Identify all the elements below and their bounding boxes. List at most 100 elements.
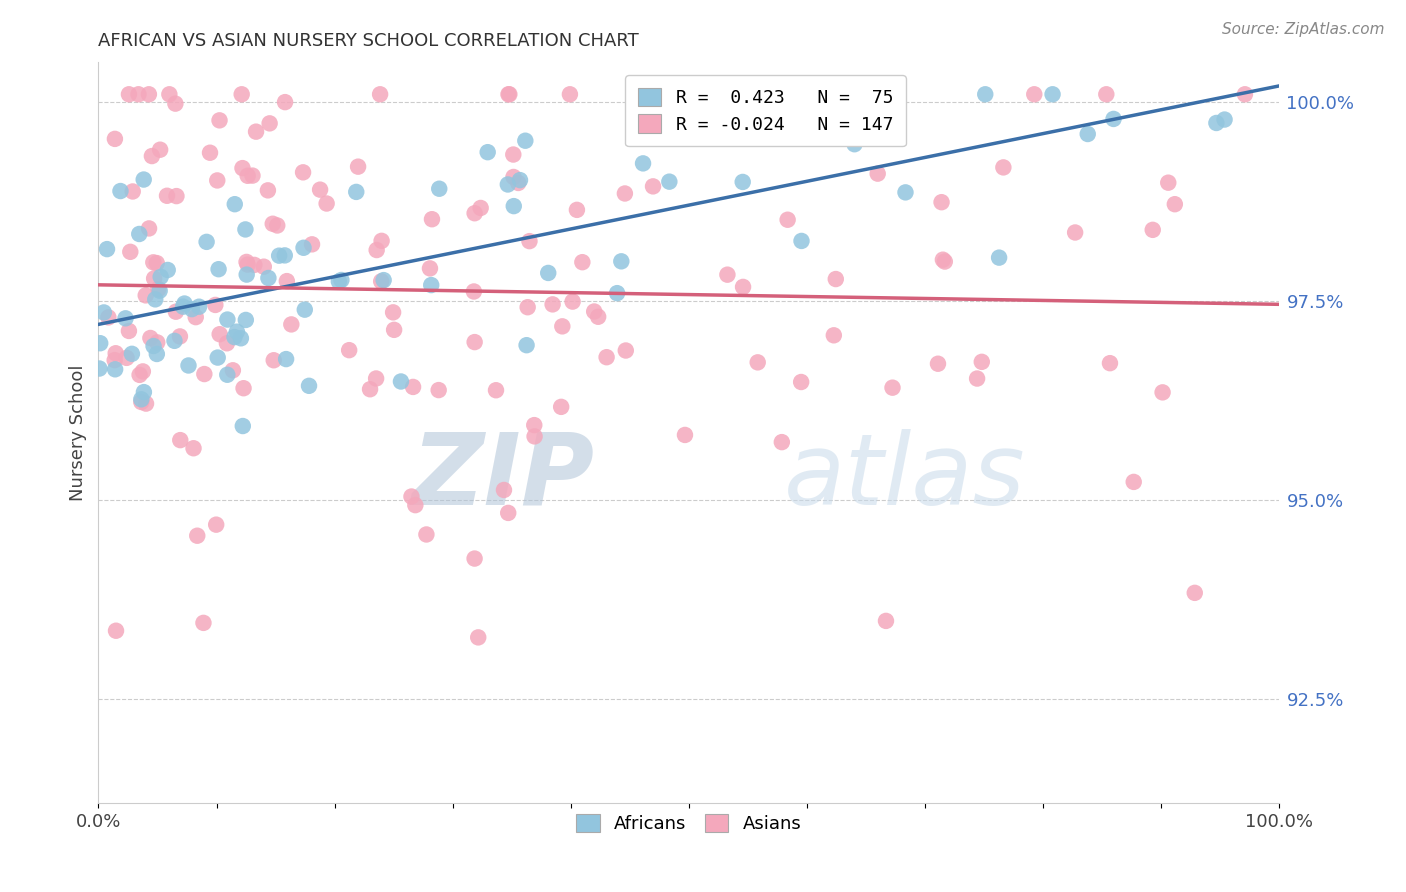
Point: [146, 347, 169, 361]
Point: [631, 156, 654, 170]
Point: [824, 272, 846, 286]
Point: [301, 237, 323, 252]
Point: [516, 300, 538, 314]
Point: [184, 310, 207, 325]
Point: [370, 234, 392, 248]
Point: [294, 302, 316, 317]
Point: [558, 87, 581, 102]
Text: atlas: atlas: [783, 428, 1025, 525]
Point: [498, 87, 520, 102]
Point: [242, 169, 264, 183]
Text: ZIP: ZIP: [412, 428, 595, 525]
Point: [966, 371, 988, 385]
Point: [169, 433, 191, 447]
Point: [110, 184, 132, 198]
Point: [415, 527, 437, 541]
Point: [366, 371, 388, 385]
Point: [118, 87, 141, 102]
Point: [502, 147, 524, 161]
Point: [205, 517, 228, 532]
Point: [496, 506, 519, 520]
Point: [217, 368, 239, 382]
Point: [149, 269, 172, 284]
Point: [224, 197, 246, 211]
Point: [165, 96, 187, 111]
Point: [1042, 87, 1064, 102]
Point: [1164, 197, 1187, 211]
Point: [595, 350, 617, 364]
Point: [96, 242, 118, 256]
Point: [146, 335, 169, 350]
Point: [104, 353, 127, 368]
Point: [467, 631, 489, 645]
Point: [276, 274, 298, 288]
Point: [236, 258, 259, 272]
Point: [561, 294, 583, 309]
Point: [337, 343, 360, 358]
Point: [169, 329, 191, 343]
Point: [253, 260, 276, 274]
Point: [235, 268, 257, 282]
Point: [231, 87, 253, 102]
Point: [427, 182, 450, 196]
Point: [235, 222, 257, 236]
Point: [215, 336, 238, 351]
Point: [844, 137, 866, 152]
Point: [894, 186, 917, 200]
Point: [790, 375, 813, 389]
Point: [269, 249, 291, 263]
Point: [143, 271, 166, 285]
Point: [658, 175, 681, 189]
Point: [292, 165, 315, 179]
Point: [404, 498, 426, 512]
Point: [1184, 586, 1206, 600]
Point: [280, 318, 302, 332]
Point: [128, 368, 150, 382]
Point: [139, 331, 162, 345]
Point: [485, 383, 508, 397]
Point: [1213, 112, 1236, 127]
Point: [97, 310, 120, 325]
Point: [389, 375, 412, 389]
Point: [464, 335, 486, 350]
Point: [127, 87, 149, 102]
Point: [571, 255, 593, 269]
Point: [401, 490, 423, 504]
Point: [315, 196, 337, 211]
Point: [225, 325, 247, 339]
Point: [523, 429, 546, 443]
Point: [477, 145, 499, 160]
Point: [770, 435, 793, 450]
Point: [263, 353, 285, 368]
Point: [89, 361, 111, 376]
Point: [180, 302, 202, 317]
Point: [207, 351, 229, 365]
Point: [747, 355, 769, 369]
Point: [508, 176, 530, 190]
Point: [204, 298, 226, 312]
Point: [427, 383, 450, 397]
Point: [373, 273, 395, 287]
Point: [145, 256, 167, 270]
Point: [235, 313, 257, 327]
Point: [186, 529, 208, 543]
Point: [866, 167, 889, 181]
Point: [105, 624, 128, 638]
Point: [368, 87, 391, 102]
Point: [149, 284, 172, 298]
Point: [699, 87, 721, 102]
Point: [141, 149, 163, 163]
Point: [224, 330, 246, 344]
Point: [974, 87, 997, 102]
Point: [496, 178, 519, 192]
Point: [1024, 87, 1046, 102]
Point: [309, 183, 332, 197]
Point: [519, 234, 541, 248]
Point: [606, 286, 628, 301]
Point: [135, 396, 157, 410]
Point: [382, 305, 405, 319]
Point: [257, 183, 280, 197]
Point: [156, 188, 179, 202]
Point: [516, 338, 538, 352]
Point: [229, 331, 252, 345]
